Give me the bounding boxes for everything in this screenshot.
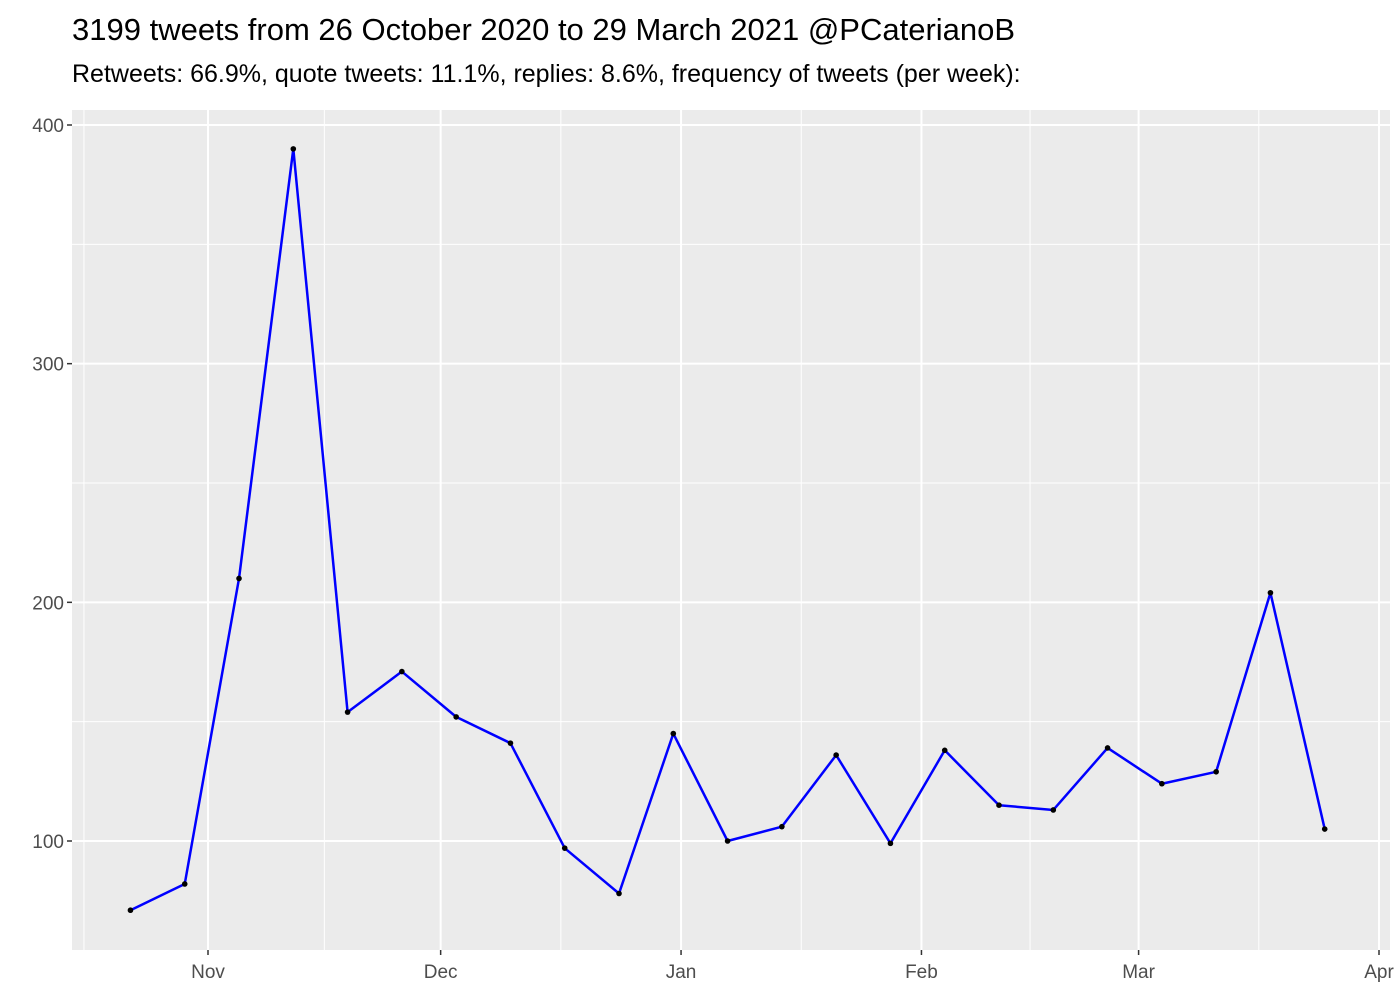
y-tick-label: 300: [32, 355, 64, 376]
data-point: [127, 907, 134, 914]
chart-title: 3199 tweets from 26 October 2020 to 29 M…: [72, 12, 1016, 47]
data-point: [1213, 768, 1219, 775]
chart-subtitle: Retweets: 66.9%, quote tweets: 11.1%, re…: [72, 60, 1021, 88]
data-point: [996, 802, 1002, 808]
x-tick-label: Dec: [424, 962, 458, 983]
data-point: [670, 730, 677, 737]
data-point: [1321, 826, 1328, 832]
x-tick-label: Mar: [1122, 962, 1155, 983]
data-point: [1050, 807, 1057, 813]
data-point: [344, 709, 351, 715]
data-point: [507, 740, 514, 746]
data-point: [453, 714, 459, 720]
data-point: [181, 881, 188, 887]
data-point: [887, 840, 894, 847]
data-point: [290, 146, 297, 152]
data-point: [1159, 780, 1165, 787]
y-tick-label: 400: [32, 116, 64, 137]
x-tick-label: Feb: [905, 962, 938, 983]
data-point: [399, 668, 405, 675]
data-point: [941, 747, 948, 754]
data-point: [724, 838, 731, 844]
x-tick-label: Jan: [666, 962, 697, 983]
y-tick-label: 100: [32, 832, 64, 853]
x-tick-label: Apr: [1364, 962, 1394, 983]
x-tick-label: Nov: [191, 962, 225, 983]
data-point: [833, 752, 839, 758]
y-tick-label: 200: [32, 593, 64, 614]
data-point: [616, 890, 622, 897]
data-point: [1104, 745, 1111, 751]
plot-panel: [72, 110, 1390, 950]
data-point: [561, 845, 568, 851]
data-point: [1267, 589, 1274, 596]
data-point: [236, 575, 242, 582]
data-point: [779, 823, 785, 830]
